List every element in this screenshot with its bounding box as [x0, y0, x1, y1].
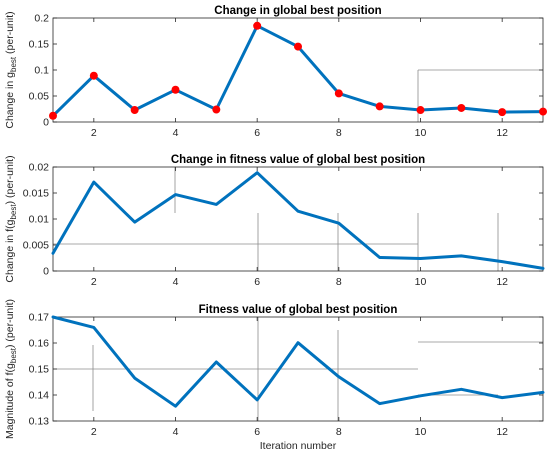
y-axis-label: Change in gbest (per-unit) — [4, 11, 18, 128]
chart-title: Change in fitness value of global best p… — [171, 154, 425, 166]
y-axis-label: Change in f(gbest) (per-unit) — [4, 155, 18, 282]
data-point — [416, 106, 425, 115]
y-tick-label: 0 — [43, 266, 49, 278]
x-tick-label: 12 — [496, 127, 508, 139]
x-tick-label: 2 — [91, 426, 97, 438]
x-tick-label: 12 — [496, 426, 508, 438]
x-tick-label: 12 — [496, 276, 508, 288]
data-point — [457, 103, 466, 112]
x-tick-label: 4 — [173, 127, 179, 139]
chart-1: Change in global best position 0 0.05 0.1 0.… — [4, 5, 547, 139]
x-tick-label: 6 — [254, 426, 260, 438]
data-point — [253, 21, 262, 30]
x-tick-label: 4 — [173, 276, 179, 288]
data-point — [89, 71, 98, 80]
data-point — [294, 42, 302, 51]
x-tick-label: 8 — [336, 426, 342, 438]
y-tick-label: 0.17 — [29, 312, 50, 324]
y-tick-label: 0.01 — [29, 214, 50, 226]
x-tick-label: 6 — [254, 127, 260, 139]
data-point — [375, 102, 384, 111]
x-tick-label: 10 — [415, 127, 427, 139]
y-tick-label: 0.015 — [23, 188, 49, 200]
data-point — [171, 85, 180, 94]
y-tick-label: 0.16 — [29, 338, 50, 350]
series-line — [51, 171, 545, 270]
x-tick-label: 2 — [91, 276, 97, 288]
y-tick-label: 0.02 — [29, 162, 50, 174]
x-tick-label: 6 — [254, 276, 260, 288]
x-tick-label: 2 — [91, 127, 97, 139]
y-tick-label: 0.005 — [23, 240, 49, 252]
data-point — [539, 107, 547, 116]
chart-title: Change in global best position — [214, 5, 381, 17]
y-tick-label: 0.13 — [29, 416, 50, 428]
data-point — [49, 111, 57, 120]
chart-title: Fitness value of global best position — [199, 304, 398, 316]
series-line — [51, 24, 545, 118]
y-tick-label: 0 — [43, 117, 49, 129]
data-point — [498, 108, 507, 117]
x-tick-label: 4 — [173, 426, 179, 438]
series-line — [51, 315, 545, 408]
y-axis-label: Magnitude of f(gbest) (per-unit) — [4, 299, 18, 439]
data-point — [212, 105, 221, 114]
x-tick-label: 10 — [415, 426, 427, 438]
y-tick-label: 0.14 — [29, 390, 50, 402]
data-point — [334, 89, 343, 98]
chart-3: Fitness value of global best position 0.1… — [4, 299, 545, 452]
chart-2: Change in fitness value of global best p… — [4, 154, 545, 288]
x-tick-label: 8 — [336, 127, 342, 139]
data-point — [130, 106, 139, 115]
y-tick-label: 0.15 — [29, 39, 50, 51]
y-tick-label: 0.05 — [29, 91, 50, 103]
x-axis-label: Iteration number — [260, 440, 337, 452]
x-tick-label: 10 — [415, 276, 427, 288]
x-tick-label: 8 — [336, 276, 342, 288]
y-tick-label: 0.15 — [29, 364, 50, 376]
y-tick-label: 0.1 — [34, 65, 49, 77]
axes-box — [52, 166, 544, 272]
y-tick-label: 0.2 — [34, 13, 49, 25]
